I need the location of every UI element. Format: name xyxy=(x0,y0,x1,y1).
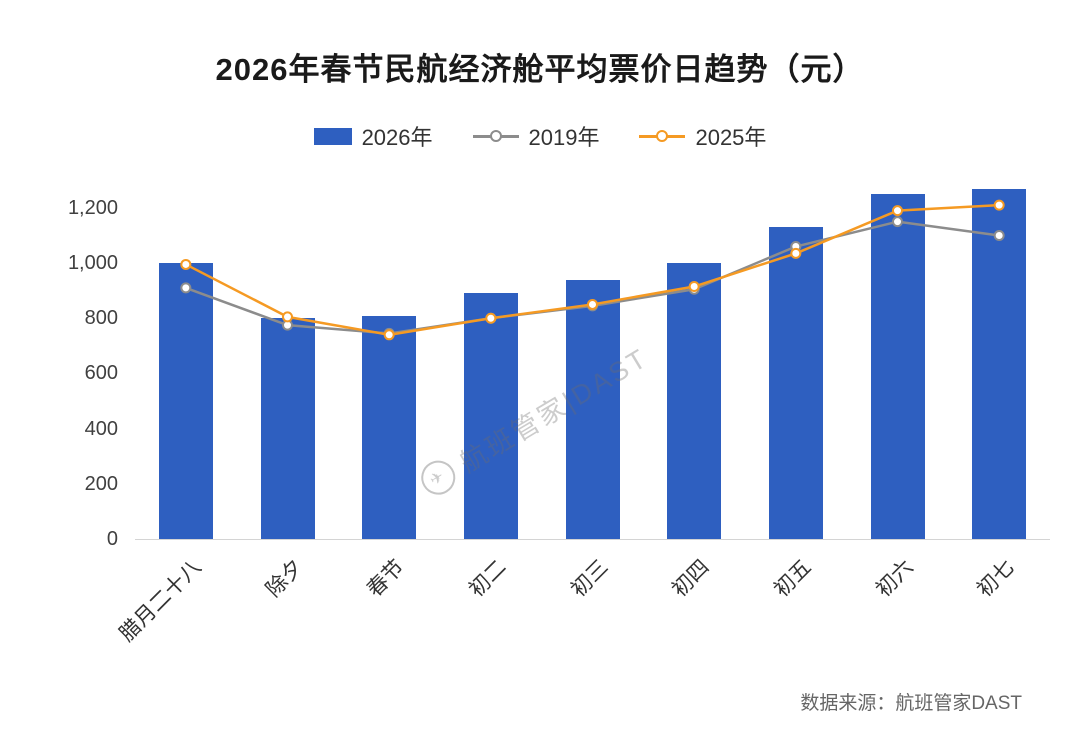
marker-2025年 xyxy=(282,311,293,323)
x-axis-label-春节: 春节 xyxy=(363,555,409,602)
bar-2026年-腊月二十八 xyxy=(158,263,213,539)
legend-marker-icon xyxy=(489,130,502,142)
y-axis-tick-label: 400 xyxy=(84,417,118,440)
x-axis-label-初五: 初五 xyxy=(769,555,816,602)
y-axis-tick-label: 1,000 xyxy=(67,252,118,275)
x-axis-label-初七: 初七 xyxy=(973,555,1019,602)
y-axis-tick-label: 1,200 xyxy=(67,196,118,219)
legend-bar-swatch xyxy=(313,127,352,145)
x-axis-label-初四: 初四 xyxy=(668,555,714,602)
bar-2026年-初七 xyxy=(972,188,1027,539)
x-axis-label-除夕: 除夕 xyxy=(261,555,308,602)
legend-marker-icon xyxy=(656,130,669,142)
y-axis-tick-label: 200 xyxy=(84,472,118,495)
legend-label: 2026年 xyxy=(361,125,433,150)
line-series-layer xyxy=(180,199,1005,341)
marker-2025年 xyxy=(993,199,1005,211)
marker-2025年 xyxy=(383,329,395,341)
bar-2026年-初四 xyxy=(667,263,722,539)
x-axis-label-初二: 初二 xyxy=(464,555,511,602)
legend-label: 2019年 xyxy=(528,125,600,150)
legend-item-2026: 2026年 xyxy=(313,120,433,152)
x-axis-label-腊月二十八: 腊月二十八 xyxy=(115,555,206,647)
bar-2026年-初三 xyxy=(565,279,620,539)
marker-2025年 xyxy=(485,312,497,324)
y-axis-tick-label: 0 xyxy=(106,528,118,550)
marker-2025年 xyxy=(688,281,700,293)
legend-label: 2025年 xyxy=(695,125,767,150)
bar-2026年-春节 xyxy=(362,315,417,539)
legend-item-2025: 2025年 xyxy=(639,120,766,152)
chart-title: 2026年春节民航经济舱平均票价日趋势（元） xyxy=(215,52,865,87)
x-axis-label-初三: 初三 xyxy=(566,555,613,602)
legend-line-swatch xyxy=(639,130,686,142)
bar-2026年-初六 xyxy=(870,194,925,539)
bar-2026年-除夕 xyxy=(260,318,315,539)
bar-2026年-初五 xyxy=(768,227,823,539)
legend: 2026年 2019年 2025年 xyxy=(0,120,1080,152)
marker-2019年 xyxy=(993,229,1005,241)
marker-2025年 xyxy=(790,247,802,259)
x-axis-label-初六: 初六 xyxy=(871,555,918,602)
line-2025年 xyxy=(185,203,1000,337)
marker-2019年 xyxy=(180,282,192,294)
legend-item-2019: 2019年 xyxy=(472,120,600,152)
marker-2025年 xyxy=(587,298,598,310)
y-axis-tick-label: 800 xyxy=(84,307,118,330)
line-2019年 xyxy=(185,220,1000,335)
bar-2026年-初二 xyxy=(463,293,518,539)
marker-2019年 xyxy=(892,216,903,228)
data-source-note: 数据来源：航班管家DAST xyxy=(800,693,1022,714)
legend-line-swatch xyxy=(472,130,519,142)
y-axis-tick-label: 600 xyxy=(84,362,118,385)
marker-2025年 xyxy=(892,205,903,217)
marker-2025年 xyxy=(180,258,192,270)
plot-area xyxy=(135,172,1050,540)
